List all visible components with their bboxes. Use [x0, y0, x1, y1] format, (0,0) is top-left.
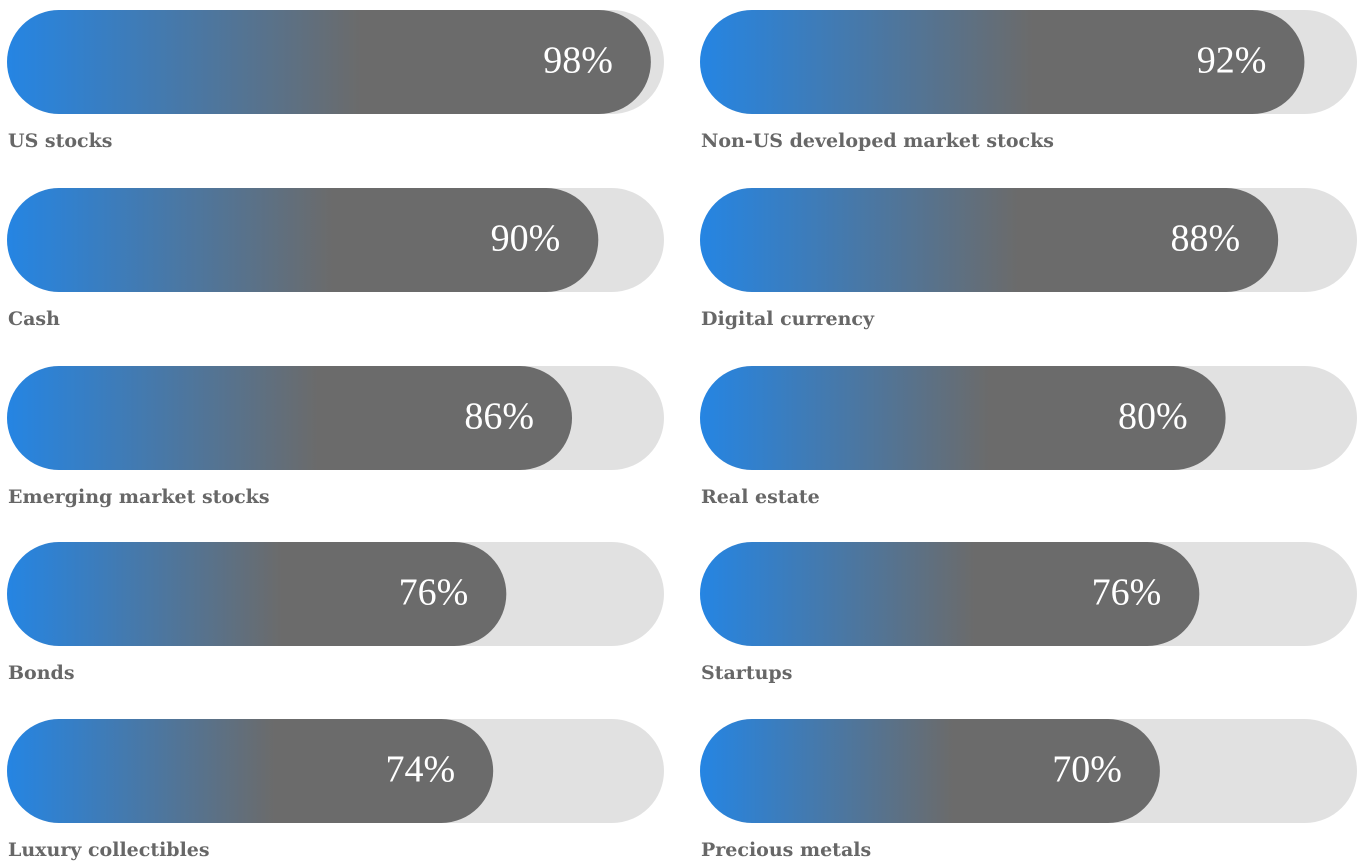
value-label: 80%: [1118, 396, 1188, 438]
value-label: 76%: [1092, 572, 1162, 614]
bar: [7, 10, 651, 114]
category-label: Luxury collectibles: [8, 839, 210, 861]
category-label: Precious metals: [701, 839, 871, 861]
value-label: 90%: [491, 218, 561, 260]
category-label: Real estate: [701, 486, 820, 508]
bar: [7, 719, 494, 823]
bar: [700, 10, 1305, 114]
value-label: 76%: [399, 572, 469, 614]
value-label: 86%: [464, 396, 534, 438]
category-label: Startups: [701, 662, 792, 684]
category-label: Non-US developed market stocks: [701, 130, 1054, 152]
category-label: Emerging market stocks: [8, 486, 270, 508]
category-label: Digital currency: [701, 308, 875, 330]
bar: [700, 542, 1200, 646]
value-label: 92%: [1197, 40, 1267, 82]
category-label: Bonds: [8, 662, 75, 684]
value-label: 98%: [543, 40, 613, 82]
bar: [7, 366, 573, 470]
value-label: 70%: [1052, 749, 1122, 791]
category-label: Cash: [8, 308, 60, 330]
bar: [700, 366, 1226, 470]
bar: [700, 719, 1160, 823]
value-label: 88%: [1171, 218, 1241, 260]
bar: [7, 188, 599, 292]
bar: [700, 188, 1279, 292]
bar: [7, 542, 507, 646]
value-label: 74%: [386, 749, 456, 791]
category-label: US stocks: [8, 130, 112, 152]
